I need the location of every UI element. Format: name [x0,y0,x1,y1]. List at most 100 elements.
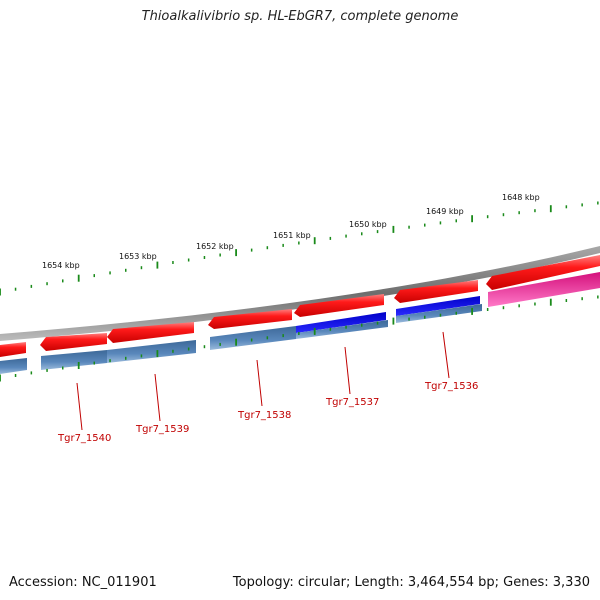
inner-scale-tick [486,308,489,311]
outer-scale-tick [0,288,1,296]
inner-scale-tick [329,327,332,331]
reverse-strand-genes [0,272,600,374]
inner-scale-tick [345,325,347,329]
gene-forward-5[interactable] [294,294,384,317]
gene-callouts: Tgr7_1540 Tgr7_1539 Tgr7_1538 Tgr7_1537 … [57,331,478,444]
outer-scale-tick [471,215,473,223]
gene-reverse-tgr7-1538[interactable] [210,326,296,350]
outer-scale-tick [408,225,410,229]
inner-scale-tick [439,313,442,317]
scale-label-1650: 1650 kbp [349,220,387,229]
inner-scale-tick [187,347,190,351]
gene-forward-7[interactable] [486,255,600,290]
inner-scale-tick [408,317,410,321]
outer-scale-tick [62,279,64,283]
inner-scale-tick [518,304,520,308]
outer-scale-tick [203,256,206,259]
inner-scale-tick [77,362,80,369]
scale-label-1652: 1652 kbp [196,242,234,251]
outer-scale-tick [156,261,159,269]
outer-scale-tick [187,258,190,262]
outer-scale-tick [125,268,127,272]
gene-reverse-tgr7-1540[interactable] [41,350,107,370]
inner-scale-tick [203,345,206,349]
gene-reverse-tgr7-1539[interactable] [107,340,196,363]
outer-scale-tick [518,211,520,215]
gene-label-tgr7-1536[interactable]: Tgr7_1536 [424,381,478,392]
gene-forward-6[interactable] [394,280,478,303]
inner-scale-tick [235,338,237,346]
outer-scale-tick [109,271,111,275]
forward-strand-genes [0,255,600,357]
inner-scale-tick [125,356,127,360]
gene-label-tgr7-1540[interactable]: Tgr7_1540 [57,433,111,444]
inner-scale-tick [361,323,363,327]
inner-scale-tick [424,315,426,319]
outer-scale-tick [14,287,17,291]
outer-scale-tick [172,261,174,264]
outer-scale-tick [534,209,536,213]
outer-scale-tick [93,274,95,278]
callout-line-tgr7-1538 [256,359,263,407]
gene-reverse-tgr7-1536[interactable] [396,296,480,316]
outer-scale-tick [46,282,48,286]
scale-label-1654: 1654 kbp [42,261,80,270]
inner-scale-tick [62,366,64,370]
inner-scale-tick [109,359,111,363]
gene-reverse-tgr7-1537[interactable] [296,312,386,333]
outer-scale-ticks [0,201,599,296]
gene-reverse-tgr7-1536-lower [396,304,482,323]
callout-line-tgr7-1536 [442,331,450,379]
outer-scale-tick [565,205,568,209]
scale-label-1649: 1649 kbp [426,207,464,216]
inner-scale-tick [565,299,568,302]
outer-scale-tick [439,221,442,225]
inner-scale-tick [313,327,316,335]
callout-line-tgr7-1539 [154,373,161,422]
gene-label-tgr7-1538[interactable]: Tgr7_1538 [237,410,291,421]
outer-scale-tick [298,241,300,245]
inner-scale-tick [581,297,583,301]
outer-scale-tick [329,236,332,240]
inner-scale-ticks [0,295,599,382]
gene-forward-2[interactable] [40,333,107,351]
outer-scale-tick [597,201,599,205]
inner-scale-tick [455,311,457,315]
outer-scale-tick [282,243,284,247]
gene-forward-4[interactable] [208,309,292,329]
outer-scale-tick [250,248,253,252]
gene-reverse-1[interactable] [0,358,27,374]
outer-scale-tick [549,205,552,213]
outer-scale-tick [486,215,489,219]
outer-scale-tick [266,246,269,250]
inner-scale-tick [266,336,269,340]
gene-forward-1[interactable] [0,342,26,357]
gene-reverse-pink[interactable] [488,272,600,307]
inner-scale-tick [0,374,1,382]
accession-text: Accession: NC_011901 [9,575,157,590]
outer-scale-tick [361,232,363,236]
outer-scale-tick [581,203,583,207]
inner-scale-tick [534,302,536,306]
gene-label-tgr7-1539[interactable]: Tgr7_1539 [135,424,189,435]
inner-scale-tick [30,371,33,375]
callout-line-tgr7-1540 [76,382,83,431]
callout-line-tgr7-1537 [344,346,351,395]
inner-scale-tick [298,332,300,335]
scale-label-1653: 1653 kbp [119,252,157,261]
inner-scale-tick [549,298,552,306]
outer-scale-tick [345,234,347,238]
outer-scale-tick [313,237,316,245]
outer-scale-tick [77,274,80,282]
inner-scale-tick [282,334,284,338]
gene-reverse-tgr7-1537-lower [296,320,388,339]
outer-scale-tick [140,266,143,270]
inner-scale-tick [156,350,159,358]
gene-forward-3[interactable] [107,322,194,343]
genome-summary-text: Topology: circular; Length: 3,464,554 bp… [232,575,590,590]
inner-scale-tick [14,374,17,377]
inner-scale-tick [392,317,395,325]
outer-scale-tick [235,249,237,257]
gene-label-tgr7-1537[interactable]: Tgr7_1537 [325,397,379,408]
